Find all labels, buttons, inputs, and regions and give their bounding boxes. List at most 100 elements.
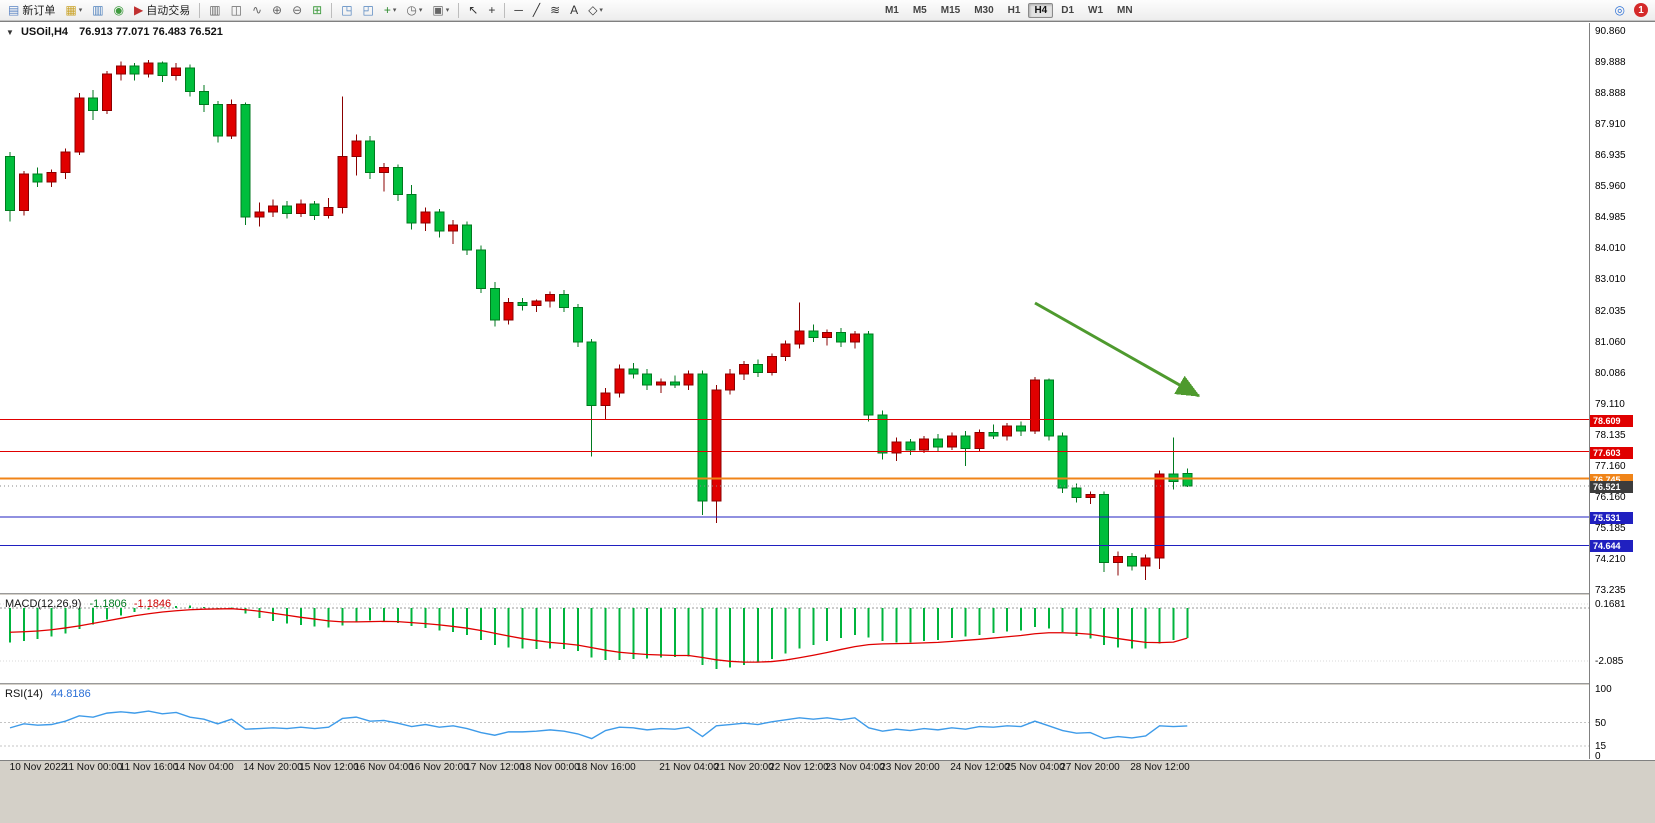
objects-list-button[interactable]: ◰ [359,0,378,20]
timeframe-button-h1[interactable]: H1 [1007,4,1021,16]
panel-separator[interactable] [0,593,1655,595]
price-axis-label: 85.960 [1595,181,1626,192]
add-indicator-button[interactable]: + ▾ [380,0,401,20]
auto-trading-button-label: 自动交易 [146,5,191,17]
auto-trading-button[interactable]: ▶ 自动交易 [130,0,194,20]
macd-panel-canvas[interactable] [0,595,1589,683]
fibonacci-button[interactable]: ≋ [546,0,564,20]
periodicity-button[interactable]: ◷ ▾ [402,0,426,20]
main-chart-canvas[interactable] [0,23,1589,593]
new-order-icon: ▤ [8,3,20,17]
new-order-button[interactable]: ▤ 新订单 [4,0,59,20]
price-axis-label: 74.210 [1595,554,1626,565]
line-chart-button[interactable]: ∿ [248,0,266,20]
text-tool-button[interactable]: A [566,0,582,20]
tile-windows-icon: ⊞ [312,3,323,17]
time-axis-label: 16 Nov 04:00 [354,762,414,773]
trend-arrow-annotation [1034,301,1201,398]
chart-collapse-icon[interactable]: ▼ [6,28,14,37]
time-axis-label: 25 Nov 04:00 [1005,762,1065,773]
horizontal-line-button[interactable]: ─ [510,0,527,20]
time-axis-label: 11 Nov 16:00 [119,762,179,773]
price-axis-label: 73.235 [1595,585,1626,596]
macd-signal-value: -1.1846 [133,598,172,610]
rsi-axis-label: 15 [1595,741,1607,752]
zoom-in-button[interactable]: ⊕ [268,0,286,20]
bar-chart-button[interactable]: ▥ [205,0,224,20]
price-axis-label: 84.010 [1595,243,1626,254]
time-axis-label: 16 Nov 20:00 [409,762,469,773]
timeframe-button-m15[interactable]: M15 [940,4,961,16]
rsi-value: 44.8186 [50,688,91,700]
search-button[interactable]: ◎ [1611,0,1629,20]
templates-button[interactable]: ▣ ▾ [428,0,453,20]
price-axis-label: 90.860 [1595,26,1626,37]
notifications-badge[interactable]: 1 [1634,3,1648,17]
market-watch-button[interactable]: ▥ [88,0,107,20]
profiles-button[interactable]: ▦ ▾ [61,0,86,20]
time-axis-label: 21 Nov 20:00 [714,762,774,773]
time-axis-label: 11 Nov 00:00 [63,762,123,773]
hline-price-badge: 77.603 [1590,447,1633,459]
time-axis-label: 14 Nov 20:00 [243,762,303,773]
crosshair-button[interactable]: + [484,0,499,20]
indicators-list-button[interactable]: ◳ [337,0,356,20]
objects-list-icon: ◰ [362,3,374,17]
zoom-out-button[interactable]: ⊖ [288,0,306,20]
toolbar-separator [331,2,333,18]
fibonacci-icon: ≋ [550,3,561,17]
timeframe-button-m30[interactable]: M30 [974,4,994,16]
rsi-panel-canvas[interactable] [0,685,1589,759]
toolbar-separator [458,2,460,18]
time-axis-label: 23 Nov 20:00 [880,762,940,773]
timeframe-button-mn[interactable]: MN [1117,4,1133,16]
macd-label: MACD(12,26,9) [5,598,82,610]
chevron-down-icon: ▾ [418,7,423,14]
panel-separator[interactable] [0,683,1655,685]
time-axis-label: 18 Nov 16:00 [576,762,636,773]
new-order-button-label: 新订单 [22,5,56,17]
macd-header: MACD(12,26,9) -1.1806 -1.1846 [5,598,171,610]
cursor-button[interactable]: ↖ [464,0,482,20]
hline-price-badge: 74.644 [1590,540,1633,552]
macd-axis-label: 0.1681 [1595,599,1626,610]
price-axis-label: 79.110 [1595,399,1625,410]
toolbar-separator [504,2,506,18]
price-axis-label: 89.888 [1595,57,1626,68]
time-axis[interactable]: 10 Nov 2022 11 Nov 00:00 11 Nov 16:00 14 No… [0,760,1589,776]
chart-window: ▼ USOil,H4 76.913 77.071 76.483 76.521 M… [0,21,1655,762]
timeframe-button-d1[interactable]: D1 [1061,4,1075,16]
add-indicator-icon: + [383,3,391,17]
hline-price-badge: 78.609 [1590,415,1633,427]
rsi-axis-label: 0 [1595,751,1601,762]
trendline-button[interactable]: ╱ [529,0,544,20]
tile-windows-button[interactable]: ⊞ [308,0,326,20]
crosshair-icon: + [488,3,496,17]
timeframe-button-w1[interactable]: W1 [1088,4,1104,16]
zoom-in-icon: ⊕ [272,3,283,17]
toolbar-separator [199,2,201,18]
chevron-down-icon: ▾ [392,7,397,14]
horizontal-line-icon: ─ [514,3,523,17]
chevron-down-icon: ▾ [445,7,450,14]
price-axis-label: 82.035 [1595,306,1626,317]
navigator-icon: ◉ [113,3,125,17]
shapes-button[interactable]: ◇ ▾ [584,0,607,20]
navigator-button[interactable]: ◉ [110,0,128,20]
timeframe-button-m1[interactable]: M1 [884,4,899,16]
zoom-out-icon: ⊖ [292,3,303,17]
timeframe-button-m5[interactable]: M5 [912,4,927,16]
price-axis[interactable]: 90.860 89.888 88.888 87.910 86.935 85.960 84.9… [1589,23,1655,762]
timeframe-button-h4[interactable]: H4 [1028,2,1054,18]
chart-header: ▼ USOil,H4 76.913 77.071 76.483 76.521 [6,26,223,38]
time-axis-label: 23 Nov 04:00 [825,762,885,773]
candlestick-chart-button[interactable]: ◫ [227,0,246,20]
time-axis-label: 21 Nov 04:00 [659,762,719,773]
hline-price-badge: 75.531 [1590,512,1633,524]
price-axis-label: 78.135 [1595,430,1626,441]
indicators-list-icon: ◳ [341,3,353,17]
chevron-down-icon: ▾ [78,7,83,14]
time-axis-label: 14 Nov 04:00 [174,762,234,773]
rsi-axis-label: 50 [1595,718,1607,729]
line-chart-icon: ∿ [251,3,263,17]
